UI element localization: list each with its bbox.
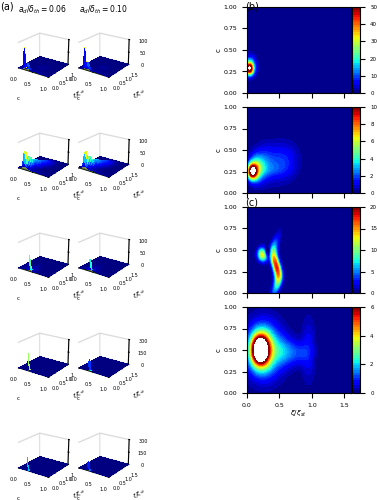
Y-axis label: $\xi/\xi_{st}$: $\xi/\xi_{st}$ [132, 86, 148, 101]
Text: $\tilde{\xi} = 0.1$: $\tilde{\xi} = 0.1$ [0, 46, 3, 68]
X-axis label: c: c [17, 96, 20, 102]
X-axis label: c: c [77, 96, 80, 102]
Y-axis label: $\xi/\xi_{st}$: $\xi/\xi_{st}$ [71, 486, 87, 500]
X-axis label: c: c [17, 396, 20, 402]
Y-axis label: $\xi/\xi_{st}$: $\xi/\xi_{st}$ [71, 86, 87, 101]
Y-axis label: $\xi/\xi_{st}$: $\xi/\xi_{st}$ [71, 386, 87, 401]
X-axis label: c: c [17, 296, 20, 302]
X-axis label: c: c [17, 496, 20, 500]
Text: (c): (c) [245, 198, 258, 207]
Y-axis label: $\xi/\xi_{st}$: $\xi/\xi_{st}$ [132, 386, 148, 401]
Text: $a_d/\delta_{th} = 0.06$: $a_d/\delta_{th} = 0.06$ [18, 4, 67, 16]
Y-axis label: $\xi/\xi_{st}$: $\xi/\xi_{st}$ [132, 486, 148, 500]
Text: $\tilde{\xi} = 0.3$: $\tilde{\xi} = 0.3$ [0, 146, 3, 169]
X-axis label: c: c [77, 496, 80, 500]
X-axis label: c: c [77, 296, 80, 302]
X-axis label: c: c [77, 396, 80, 402]
Y-axis label: c: c [216, 248, 222, 252]
Text: (a): (a) [0, 2, 14, 12]
Y-axis label: $\xi/\xi_{st}$: $\xi/\xi_{st}$ [71, 186, 87, 201]
Y-axis label: $\xi/\xi_{st}$: $\xi/\xi_{st}$ [71, 286, 87, 301]
Text: (b): (b) [245, 2, 259, 12]
Y-axis label: $\xi/\xi_{st}$: $\xi/\xi_{st}$ [132, 286, 148, 301]
X-axis label: c: c [17, 196, 20, 202]
Text: $a_d/\delta_{th} = 0.10$: $a_d/\delta_{th} = 0.10$ [79, 4, 128, 16]
Text: $\tilde{\xi} = 0.5$: $\tilde{\xi} = 0.5$ [0, 246, 3, 268]
Y-axis label: c: c [216, 148, 222, 152]
Text: $\tilde{\xi} = 0.9$: $\tilde{\xi} = 0.9$ [0, 446, 3, 468]
Y-axis label: c: c [216, 348, 222, 352]
X-axis label: c: c [77, 196, 80, 202]
Y-axis label: $\xi/\xi_{st}$: $\xi/\xi_{st}$ [132, 186, 148, 201]
Text: $\tilde{\xi} = 0.7$: $\tilde{\xi} = 0.7$ [0, 346, 3, 368]
Y-axis label: c: c [216, 48, 222, 52]
X-axis label: $\xi/\xi_{st}$: $\xi/\xi_{st}$ [290, 409, 307, 420]
